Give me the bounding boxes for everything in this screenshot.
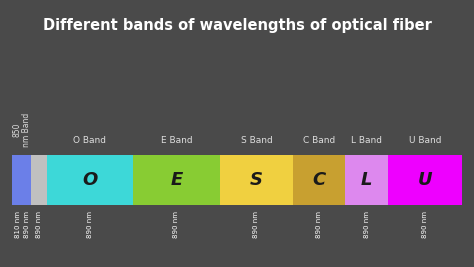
Text: 890 nm: 890 nm	[422, 211, 428, 238]
Text: S: S	[250, 171, 263, 189]
Text: U: U	[418, 171, 433, 189]
Text: E Band: E Band	[161, 136, 192, 145]
Text: L Band: L Band	[351, 136, 383, 145]
Bar	[293, 155, 345, 205]
Text: E: E	[170, 171, 182, 189]
Bar	[388, 155, 462, 205]
Text: 810 nm: 810 nm	[15, 211, 21, 238]
Text: O: O	[82, 171, 98, 189]
Text: Different bands of wavelengths of optical fiber: Different bands of wavelengths of optica…	[43, 18, 431, 33]
Text: 890 nm: 890 nm	[87, 211, 93, 238]
Text: 890 nm: 890 nm	[36, 211, 42, 238]
Bar	[12, 155, 31, 205]
Text: 890 nm: 890 nm	[24, 211, 29, 238]
Text: 890 nm: 890 nm	[364, 211, 370, 238]
Text: 890 nm: 890 nm	[316, 211, 322, 238]
Bar	[133, 155, 219, 205]
Text: S Band: S Band	[241, 136, 273, 145]
Text: L: L	[361, 171, 373, 189]
Text: C: C	[312, 171, 326, 189]
Bar	[219, 155, 293, 205]
Bar	[46, 155, 133, 205]
Bar	[31, 155, 46, 205]
Text: 850
nm Band: 850 nm Band	[12, 113, 31, 147]
Text: 890 nm: 890 nm	[173, 211, 180, 238]
Text: O Band: O Band	[73, 136, 106, 145]
Text: 890 nm: 890 nm	[254, 211, 259, 238]
Bar	[345, 155, 388, 205]
Text: C Band: C Band	[303, 136, 335, 145]
Text: U Band: U Band	[409, 136, 441, 145]
